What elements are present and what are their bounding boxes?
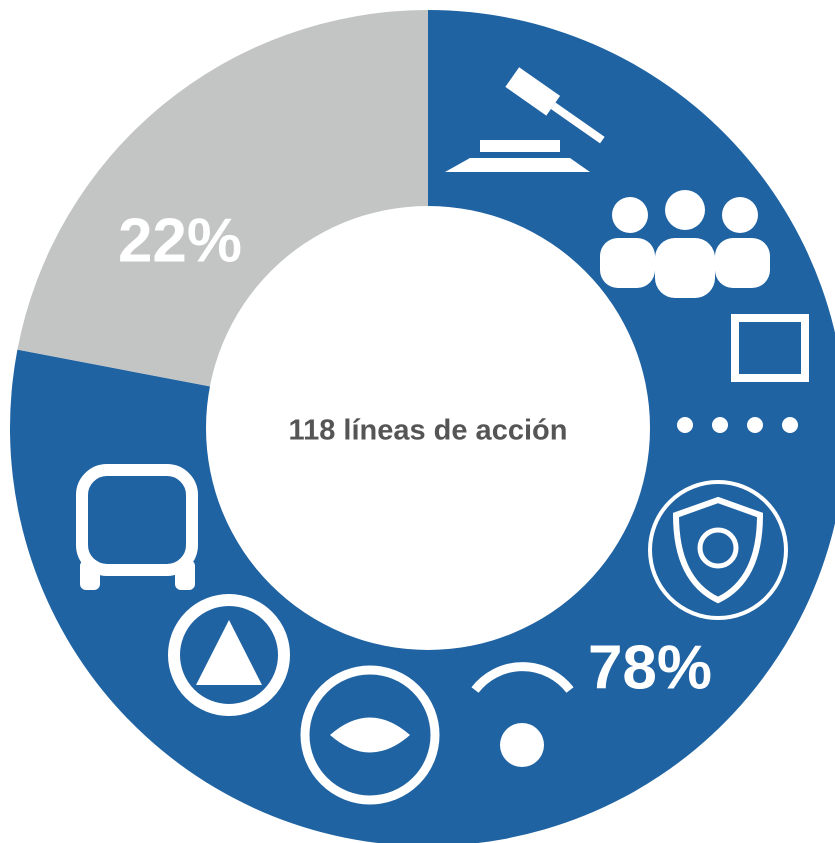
shield-icon — [648, 480, 788, 620]
eye-icon — [300, 665, 440, 805]
gavel-icon — [445, 158, 590, 172]
triangle-icon — [168, 594, 290, 716]
bus-icon — [80, 560, 100, 590]
gavel-icon — [505, 67, 605, 144]
people-icon — [612, 197, 648, 233]
people-icon — [655, 238, 715, 298]
shield-icon — [697, 527, 739, 569]
signal-icon — [471, 662, 574, 693]
people-icon — [715, 238, 770, 288]
center-label: 118 líneas de acción — [289, 415, 568, 447]
value-label: 78% — [588, 633, 712, 702]
eye-icon — [330, 717, 410, 753]
people-icon — [722, 197, 758, 233]
donut-hole — [206, 206, 650, 650]
people-icon — [665, 190, 705, 230]
board-icon — [731, 314, 809, 382]
audience-icon — [677, 417, 798, 433]
bus-icon — [175, 560, 195, 590]
icons — [76, 67, 809, 805]
people-icon — [600, 238, 655, 288]
value-label: 22% — [118, 206, 242, 275]
triangle-icon — [196, 620, 262, 685]
gavel-icon — [480, 140, 560, 152]
signal-icon — [500, 723, 544, 767]
shield-icon — [672, 496, 764, 604]
bus-icon — [76, 464, 198, 576]
